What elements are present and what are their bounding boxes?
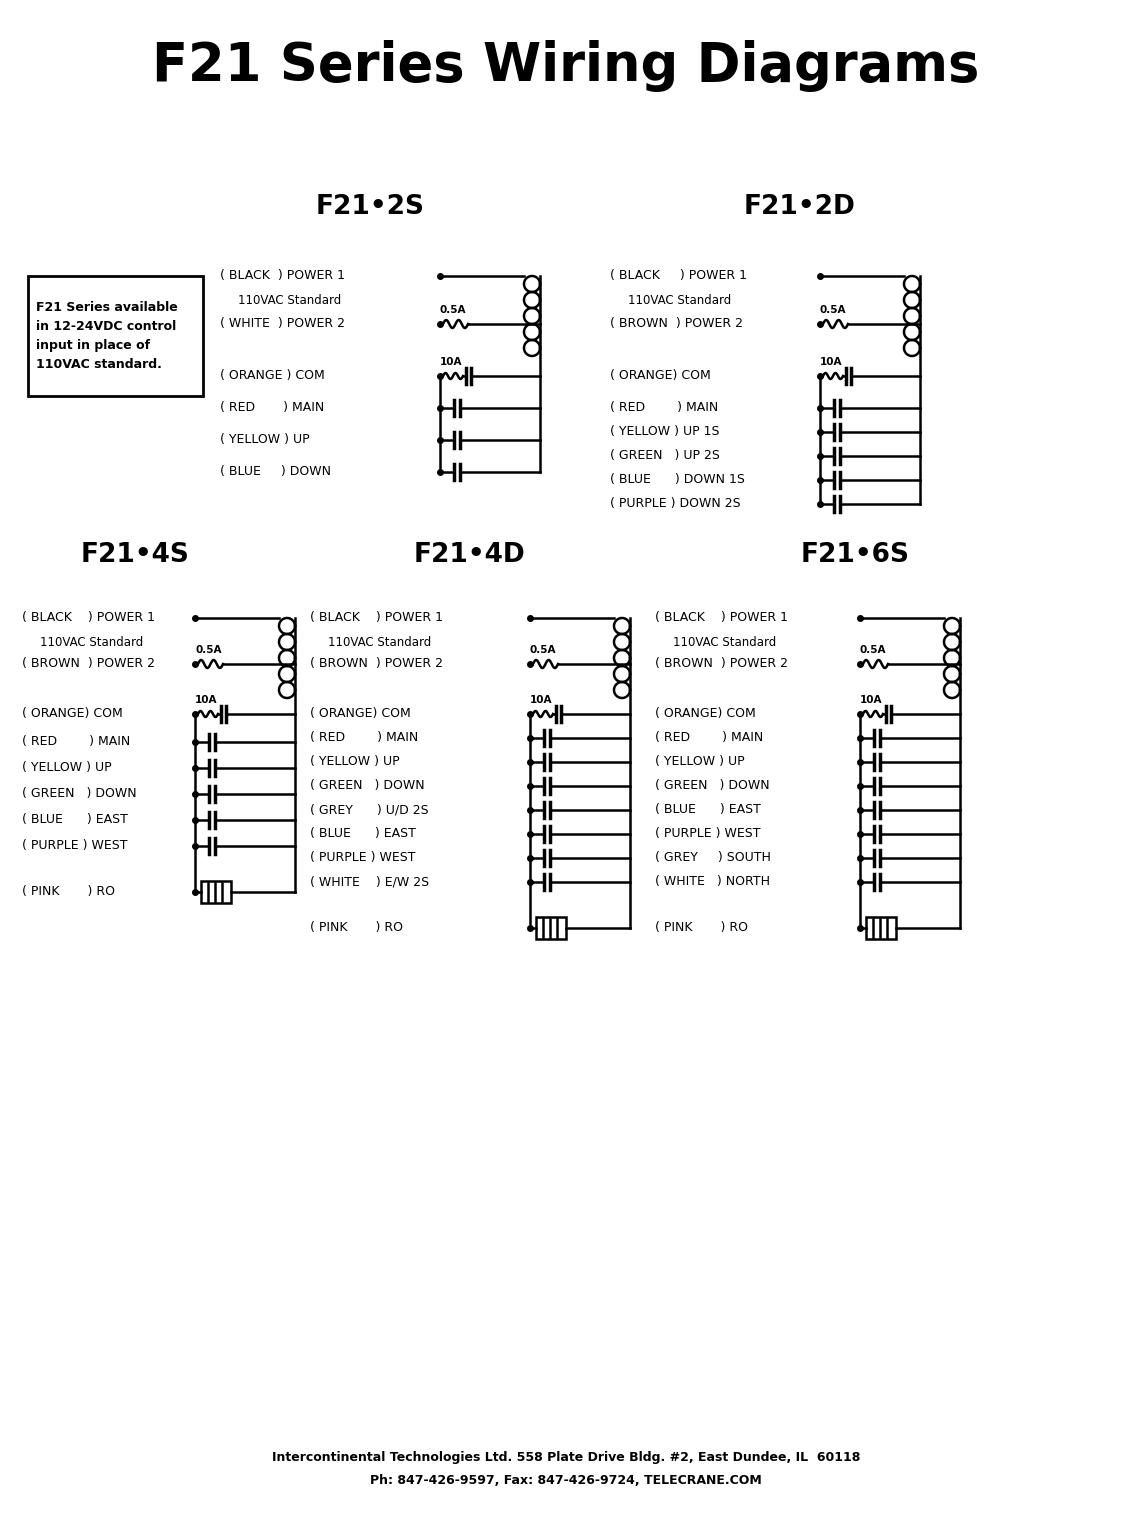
Bar [201, 881, 231, 903]
Text: ( GREY      ) U/D 2S: ( GREY ) U/D 2S [310, 804, 429, 816]
Text: ( PURPLE ) DOWN 2S: ( PURPLE ) DOWN 2S [610, 497, 740, 511]
Text: Ph: 847-426-9597, Fax: 847-426-9724, TELECRANE.COM: Ph: 847-426-9597, Fax: 847-426-9724, TEL… [370, 1474, 762, 1486]
Text: F21•4S: F21•4S [80, 542, 189, 568]
Text: ( RED        ) MAIN: ( RED ) MAIN [610, 401, 718, 415]
Text: ( YELLOW ) UP 1S: ( YELLOW ) UP 1S [610, 426, 720, 438]
Text: ( BLACK     ) POWER 1: ( BLACK ) POWER 1 [610, 270, 747, 282]
Text: ( BROWN  ) POWER 2: ( BROWN ) POWER 2 [310, 658, 443, 670]
Text: 10A: 10A [530, 694, 552, 705]
Text: ( ORANGE) COM: ( ORANGE) COM [655, 708, 756, 720]
Text: ( RED       ) MAIN: ( RED ) MAIN [220, 401, 324, 415]
Text: ( GREEN   ) DOWN: ( GREEN ) DOWN [22, 787, 137, 801]
Text: 110VAC Standard: 110VAC Standard [628, 293, 731, 307]
Text: F21•2D: F21•2D [744, 194, 856, 220]
Text: ( GREEN   ) DOWN: ( GREEN ) DOWN [310, 780, 424, 792]
Text: ( WHITE  ) POWER 2: ( WHITE ) POWER 2 [220, 317, 345, 331]
Text: ( PINK       ) RO: ( PINK ) RO [655, 922, 748, 934]
Text: ( YELLOW ) UP: ( YELLOW ) UP [655, 755, 745, 769]
Text: ( BROWN  ) POWER 2: ( BROWN ) POWER 2 [610, 317, 743, 331]
Text: ( ORANGE) COM: ( ORANGE) COM [610, 369, 711, 383]
Text: ( ORANGE) COM: ( ORANGE) COM [310, 708, 411, 720]
Text: ( BLUE      ) EAST: ( BLUE ) EAST [22, 813, 128, 827]
Text: ( BLACK    ) POWER 1: ( BLACK ) POWER 1 [22, 612, 155, 624]
Text: Intercontinental Technologies Ltd. 558 Plate Drive Bldg. #2, East Dundee, IL  60: Intercontinental Technologies Ltd. 558 P… [272, 1451, 860, 1465]
Text: 10A: 10A [440, 357, 463, 366]
Text: ( BLUE      ) DOWN 1S: ( BLUE ) DOWN 1S [610, 473, 745, 487]
Text: 0.5A: 0.5A [820, 305, 847, 314]
Text: ( YELLOW ) UP: ( YELLOW ) UP [310, 755, 400, 769]
Text: ( ORANGE) COM: ( ORANGE) COM [22, 708, 122, 720]
Text: ( GREY     ) SOUTH: ( GREY ) SOUTH [655, 852, 771, 865]
Text: ( GREEN   ) DOWN: ( GREEN ) DOWN [655, 780, 770, 792]
Bar [535, 917, 566, 938]
Text: ( YELLOW ) UP: ( YELLOW ) UP [220, 433, 310, 447]
Text: 110VAC Standard: 110VAC Standard [40, 635, 144, 649]
Bar [28, 276, 203, 397]
Text: 0.5A: 0.5A [530, 645, 557, 655]
Text: ( RED        ) MAIN: ( RED ) MAIN [310, 731, 418, 745]
Text: F21•4D: F21•4D [414, 542, 526, 568]
Text: ( PINK       ) RO: ( PINK ) RO [310, 922, 403, 934]
Text: 0.5A: 0.5A [195, 645, 222, 655]
Text: ( RED        ) MAIN: ( RED ) MAIN [22, 736, 130, 748]
Text: F21•2S: F21•2S [316, 194, 424, 220]
Text: ( RED        ) MAIN: ( RED ) MAIN [655, 731, 763, 745]
Text: 110VAC Standard: 110VAC Standard [238, 293, 341, 307]
Text: F21•6S: F21•6S [800, 542, 909, 568]
Text: 0.5A: 0.5A [860, 645, 886, 655]
Bar [866, 917, 897, 938]
Text: ( BLACK    ) POWER 1: ( BLACK ) POWER 1 [655, 612, 788, 624]
Text: ( BLACK  ) POWER 1: ( BLACK ) POWER 1 [220, 270, 345, 282]
Text: ( BLACK    ) POWER 1: ( BLACK ) POWER 1 [310, 612, 443, 624]
Text: F21 Series Wiring Diagrams: F21 Series Wiring Diagrams [153, 40, 979, 92]
Text: ( YELLOW ) UP: ( YELLOW ) UP [22, 761, 112, 775]
Text: ( WHITE    ) E/W 2S: ( WHITE ) E/W 2S [310, 876, 429, 888]
Text: ( ORANGE ) COM: ( ORANGE ) COM [220, 369, 325, 383]
Text: 10A: 10A [195, 694, 217, 705]
Text: 110VAC Standard: 110VAC Standard [674, 635, 777, 649]
Text: ( WHITE   ) NORTH: ( WHITE ) NORTH [655, 876, 770, 888]
Text: 10A: 10A [860, 694, 883, 705]
Text: ( BROWN  ) POWER 2: ( BROWN ) POWER 2 [22, 658, 155, 670]
Text: F21 Series available
in 12-24VDC control
input in place of
110VAC standard.: F21 Series available in 12-24VDC control… [36, 301, 178, 371]
Text: ( PURPLE ) WEST: ( PURPLE ) WEST [22, 839, 128, 853]
Text: ( PURPLE ) WEST: ( PURPLE ) WEST [310, 852, 415, 865]
Text: ( BLUE     ) DOWN: ( BLUE ) DOWN [220, 465, 331, 479]
Text: 0.5A: 0.5A [440, 305, 466, 314]
Text: ( BLUE      ) EAST: ( BLUE ) EAST [310, 827, 415, 841]
Text: ( BROWN  ) POWER 2: ( BROWN ) POWER 2 [655, 658, 788, 670]
Text: ( PURPLE ) WEST: ( PURPLE ) WEST [655, 827, 761, 841]
Text: 110VAC Standard: 110VAC Standard [328, 635, 431, 649]
Text: ( PINK       ) RO: ( PINK ) RO [22, 885, 115, 899]
Text: ( BLUE      ) EAST: ( BLUE ) EAST [655, 804, 761, 816]
Text: 10A: 10A [820, 357, 842, 366]
Text: ( GREEN   ) UP 2S: ( GREEN ) UP 2S [610, 450, 720, 462]
